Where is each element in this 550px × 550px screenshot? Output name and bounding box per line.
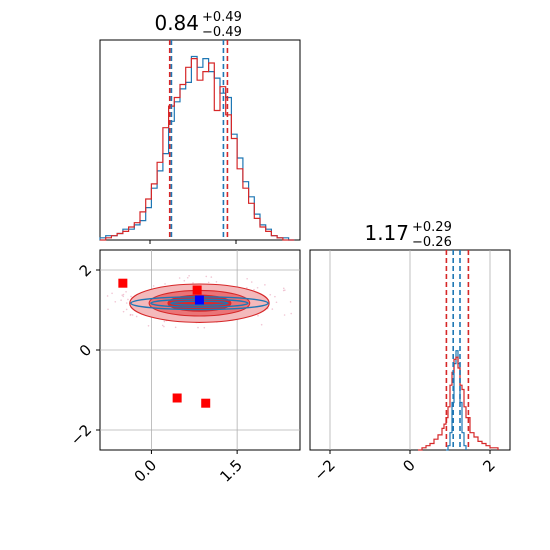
red-square-point-0 bbox=[118, 278, 128, 288]
sample-dot bbox=[282, 287, 285, 290]
sample-dot bbox=[163, 325, 165, 328]
sample-dot bbox=[164, 283, 166, 285]
red-square-point-2 bbox=[172, 393, 182, 403]
sample-dot bbox=[121, 294, 124, 296]
sample-dot bbox=[163, 320, 166, 323]
param2-xtick-label-0: −2 bbox=[310, 456, 338, 484]
sample-dot bbox=[205, 275, 208, 278]
sample-dot bbox=[125, 290, 127, 293]
sample-dot bbox=[125, 302, 128, 304]
scatter-xtick-label-1: 1.5 bbox=[216, 456, 246, 486]
sample-dot bbox=[289, 301, 292, 303]
sample-dot bbox=[129, 314, 132, 316]
sample-dot bbox=[183, 279, 186, 282]
histogram-panel-param2: −2 0 2 1.17 +0.29 −0.26 bbox=[309, 220, 511, 484]
param1-title-plus: +0.49 bbox=[202, 10, 242, 25]
param1-title: 0.84 +0.49 −0.49 bbox=[154, 10, 241, 40]
sample-dot bbox=[284, 289, 286, 291]
sample-dot bbox=[122, 295, 125, 298]
sample-dot bbox=[274, 295, 276, 298]
sample-dot bbox=[107, 308, 109, 311]
sample-dot bbox=[125, 308, 128, 311]
sample-dot bbox=[120, 299, 122, 301]
sample-dot bbox=[186, 276, 189, 279]
sample-dot bbox=[152, 285, 155, 287]
sample-dot bbox=[210, 276, 213, 278]
sample-dot bbox=[246, 287, 248, 289]
param1-title-minus: −0.49 bbox=[202, 25, 242, 40]
sample-dot bbox=[275, 301, 278, 304]
sample-dot bbox=[264, 284, 266, 286]
sample-dot bbox=[271, 308, 274, 310]
sample-dot bbox=[290, 312, 293, 315]
sample-dot bbox=[106, 295, 109, 297]
sample-dot bbox=[253, 288, 255, 291]
sample-dot bbox=[283, 314, 286, 316]
sample-dot bbox=[203, 326, 206, 329]
sample-dot bbox=[131, 314, 134, 316]
sample-dot bbox=[256, 286, 259, 289]
scatter-ytick-label-2: 2 bbox=[76, 261, 95, 280]
sample-dot bbox=[192, 282, 194, 284]
sample-dot bbox=[246, 277, 248, 280]
histogram-panel-param1: 0.84 +0.49 −0.49 bbox=[99, 10, 301, 244]
sample-dot bbox=[147, 324, 150, 327]
sample-dot bbox=[114, 300, 117, 303]
histogram-panel-param1-frame bbox=[99, 39, 301, 241]
sample-dot bbox=[122, 310, 125, 313]
param1-title-value: 0.84 bbox=[154, 11, 199, 35]
param2-title-value: 1.17 bbox=[364, 221, 409, 245]
sample-dot bbox=[197, 326, 199, 329]
sample-dot bbox=[215, 280, 218, 283]
sample-dot bbox=[260, 323, 263, 326]
sample-dot bbox=[207, 281, 210, 284]
param2-hist-series-1 bbox=[418, 356, 499, 451]
param2-hist-series-0 bbox=[446, 350, 467, 451]
scatter-xtick-label-0: 0.0 bbox=[131, 456, 161, 486]
scatter-ytick-label-1: 0 bbox=[76, 341, 95, 360]
sample-dot bbox=[161, 324, 164, 327]
red-square-point-3 bbox=[201, 398, 211, 408]
sample-dot bbox=[135, 315, 138, 318]
param2-xtick-label-1: 0 bbox=[399, 456, 418, 475]
param2-title-minus: −0.26 bbox=[412, 235, 452, 250]
param2-xtick-label-2: 2 bbox=[479, 456, 498, 475]
sample-dot bbox=[174, 326, 177, 329]
sample-dot bbox=[130, 295, 132, 298]
sample-dot bbox=[269, 293, 272, 296]
sample-dot bbox=[127, 298, 129, 301]
red-square-point-1 bbox=[192, 285, 202, 295]
scatter-panel-param1-param2: 0.0 1.5 −2 0 2 bbox=[67, 249, 301, 486]
scatter-ytick-label-0: −2 bbox=[67, 421, 95, 449]
sample-dot bbox=[188, 274, 190, 277]
sample-dot bbox=[111, 292, 113, 295]
param1-hist-series-1 bbox=[100, 58, 295, 241]
sample-dot bbox=[250, 281, 253, 283]
sample-dot bbox=[257, 314, 259, 317]
blue-square-point bbox=[194, 295, 204, 305]
param2-title-plus: +0.29 bbox=[412, 220, 452, 235]
param2-title: 1.17 +0.29 −0.26 bbox=[364, 220, 451, 250]
sample-dot bbox=[122, 293, 125, 296]
sample-dot bbox=[178, 277, 181, 279]
